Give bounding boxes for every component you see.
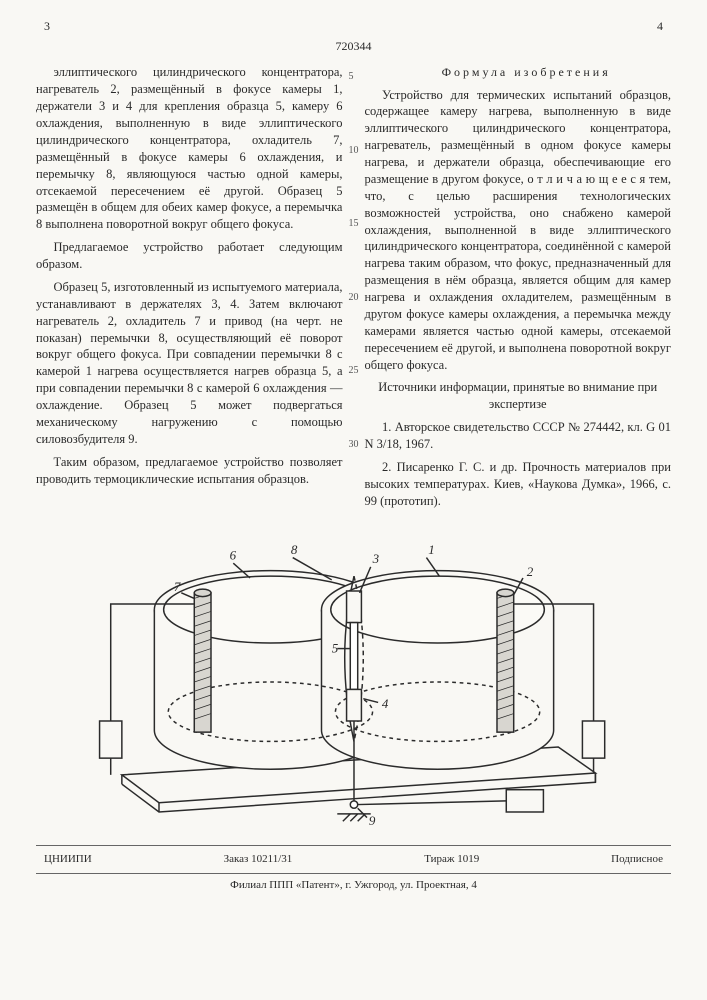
body-paragraph: Образец 5, изготовленный из испытуемого …	[36, 279, 343, 448]
imprint-signed: Подписное	[611, 852, 663, 867]
svg-text:4: 4	[381, 696, 388, 711]
svg-text:9: 9	[368, 813, 375, 828]
page-number-left: 3	[44, 18, 50, 34]
source-item: 1. Авторское свидетельство СССР № 274442…	[365, 419, 672, 453]
line-no: 25	[349, 364, 359, 378]
right-column: Формула изобретения Устройство для терми…	[365, 64, 672, 515]
svg-text:6: 6	[229, 547, 236, 562]
left-column: эллиптического цилиндрического концентра…	[36, 64, 343, 515]
claims-heading: Формула изобретения	[365, 64, 672, 80]
page-number-right: 4	[657, 18, 663, 34]
body-paragraph: Таким образом, предлагаемое устройство п…	[36, 454, 343, 488]
line-no: 20	[349, 291, 359, 305]
imprint-order: Заказ 10211/31	[224, 852, 293, 867]
line-no: 15	[349, 217, 359, 231]
svg-text:2: 2	[526, 564, 533, 579]
line-no: 5	[349, 70, 359, 84]
svg-text:1: 1	[428, 541, 435, 556]
body-paragraph: Предлагаемое устройство работает следующ…	[36, 239, 343, 273]
svg-text:8: 8	[290, 541, 297, 556]
sources-heading: Источники информации, принятые во вниман…	[365, 379, 672, 413]
patent-figure: 1 2 3 4 5 6 7 8 9	[36, 526, 671, 837]
claim-paragraph: Устройство для термических испытаний обр…	[365, 87, 672, 374]
imprint-address: Филиал ППП «Патент», г. Ужгород, ул. Про…	[36, 878, 671, 893]
imprint-block: ЦНИИПИ Заказ 10211/31 Тираж 1019 Подписн…	[36, 845, 671, 893]
gutter-line-numbers: 5 10 15 20 25 30	[349, 56, 359, 451]
line-no: 10	[349, 144, 359, 158]
body-paragraph: эллиптического цилиндрического концентра…	[36, 64, 343, 233]
imprint-org: ЦНИИПИ	[44, 852, 92, 867]
figure-svg: 1 2 3 4 5 6 7 8 9	[94, 526, 614, 832]
svg-text:7: 7	[173, 579, 180, 594]
imprint-tirazh: Тираж 1019	[424, 852, 479, 867]
patent-page: 3 4 720344 5 10 15 20 25 30 эллиптическо…	[0, 0, 707, 1000]
patent-number: 720344	[36, 38, 671, 54]
page-number-row: 3 4	[36, 18, 671, 34]
line-no: 30	[349, 438, 359, 452]
svg-text:5: 5	[331, 640, 338, 655]
source-item: 2. Писаренко Г. С. и др. Прочность матер…	[365, 459, 672, 510]
svg-text:3: 3	[371, 551, 379, 566]
